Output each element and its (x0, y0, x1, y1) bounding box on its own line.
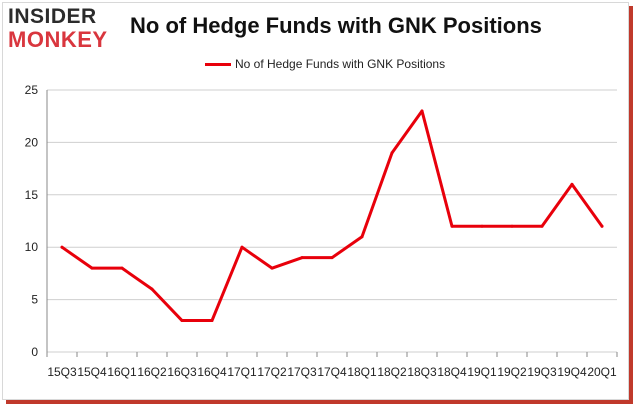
x-tick-label: 17Q4 (317, 365, 347, 379)
x-tick-label: 18Q1 (347, 365, 377, 379)
x-tick-label: 18Q3 (407, 365, 437, 379)
data-point (180, 319, 184, 323)
x-tick-label: 16Q4 (197, 365, 227, 379)
x-tick-label: 15Q3 (47, 365, 77, 379)
data-point (480, 224, 484, 228)
data-point (60, 245, 64, 249)
y-tick-label: 15 (25, 188, 39, 202)
chart-title: No of Hedge Funds with GNK Positions (130, 13, 542, 38)
logo-line-1: INSIDER (8, 5, 97, 28)
data-point (540, 224, 544, 228)
data-point (360, 235, 364, 239)
x-tick-label: 16Q2 (137, 365, 167, 379)
y-tick-label: 20 (25, 135, 39, 149)
data-point (120, 266, 124, 270)
x-tick-label: 19Q4 (557, 365, 587, 379)
data-point (420, 109, 424, 113)
y-tick-label: 10 (25, 240, 39, 254)
data-point (330, 256, 334, 260)
x-tick-label: 16Q1 (107, 365, 137, 379)
y-tick-label: 0 (31, 345, 38, 359)
x-tick-label: 18Q4 (437, 365, 467, 379)
legend-line-swatch (205, 62, 231, 66)
data-point (90, 266, 94, 270)
x-tick-label: 16Q3 (167, 365, 197, 379)
x-tick-label: 17Q1 (227, 365, 257, 379)
x-tick-label: 20Q1 (587, 365, 617, 379)
x-tick-label: 17Q3 (287, 365, 317, 379)
legend-label: No of Hedge Funds with GNK Positions (235, 57, 446, 71)
logo-line-2: MONKEY (8, 27, 108, 52)
data-point (600, 224, 604, 228)
data-point (450, 224, 454, 228)
insider-monkey-logo: INSIDER MONKEY (8, 6, 120, 54)
x-tick-label: 19Q1 (467, 365, 497, 379)
data-point (150, 287, 154, 291)
chart-legend: No of Hedge Funds with GNK Positions (205, 57, 445, 71)
chart-frame (2, 2, 629, 400)
x-tick-label: 15Q4 (77, 365, 107, 379)
x-tick-label: 18Q2 (377, 365, 407, 379)
data-point (570, 182, 574, 186)
y-tick-label: 25 (25, 83, 39, 97)
x-tick-label: 17Q2 (257, 365, 287, 379)
data-point (210, 319, 214, 323)
x-tick-label: 19Q2 (497, 365, 527, 379)
data-point (390, 151, 394, 155)
x-tick-label: 19Q3 (527, 365, 557, 379)
data-point (300, 256, 304, 260)
y-tick-label: 5 (31, 293, 38, 307)
data-point (270, 266, 274, 270)
data-point (510, 224, 514, 228)
data-point (240, 245, 244, 249)
